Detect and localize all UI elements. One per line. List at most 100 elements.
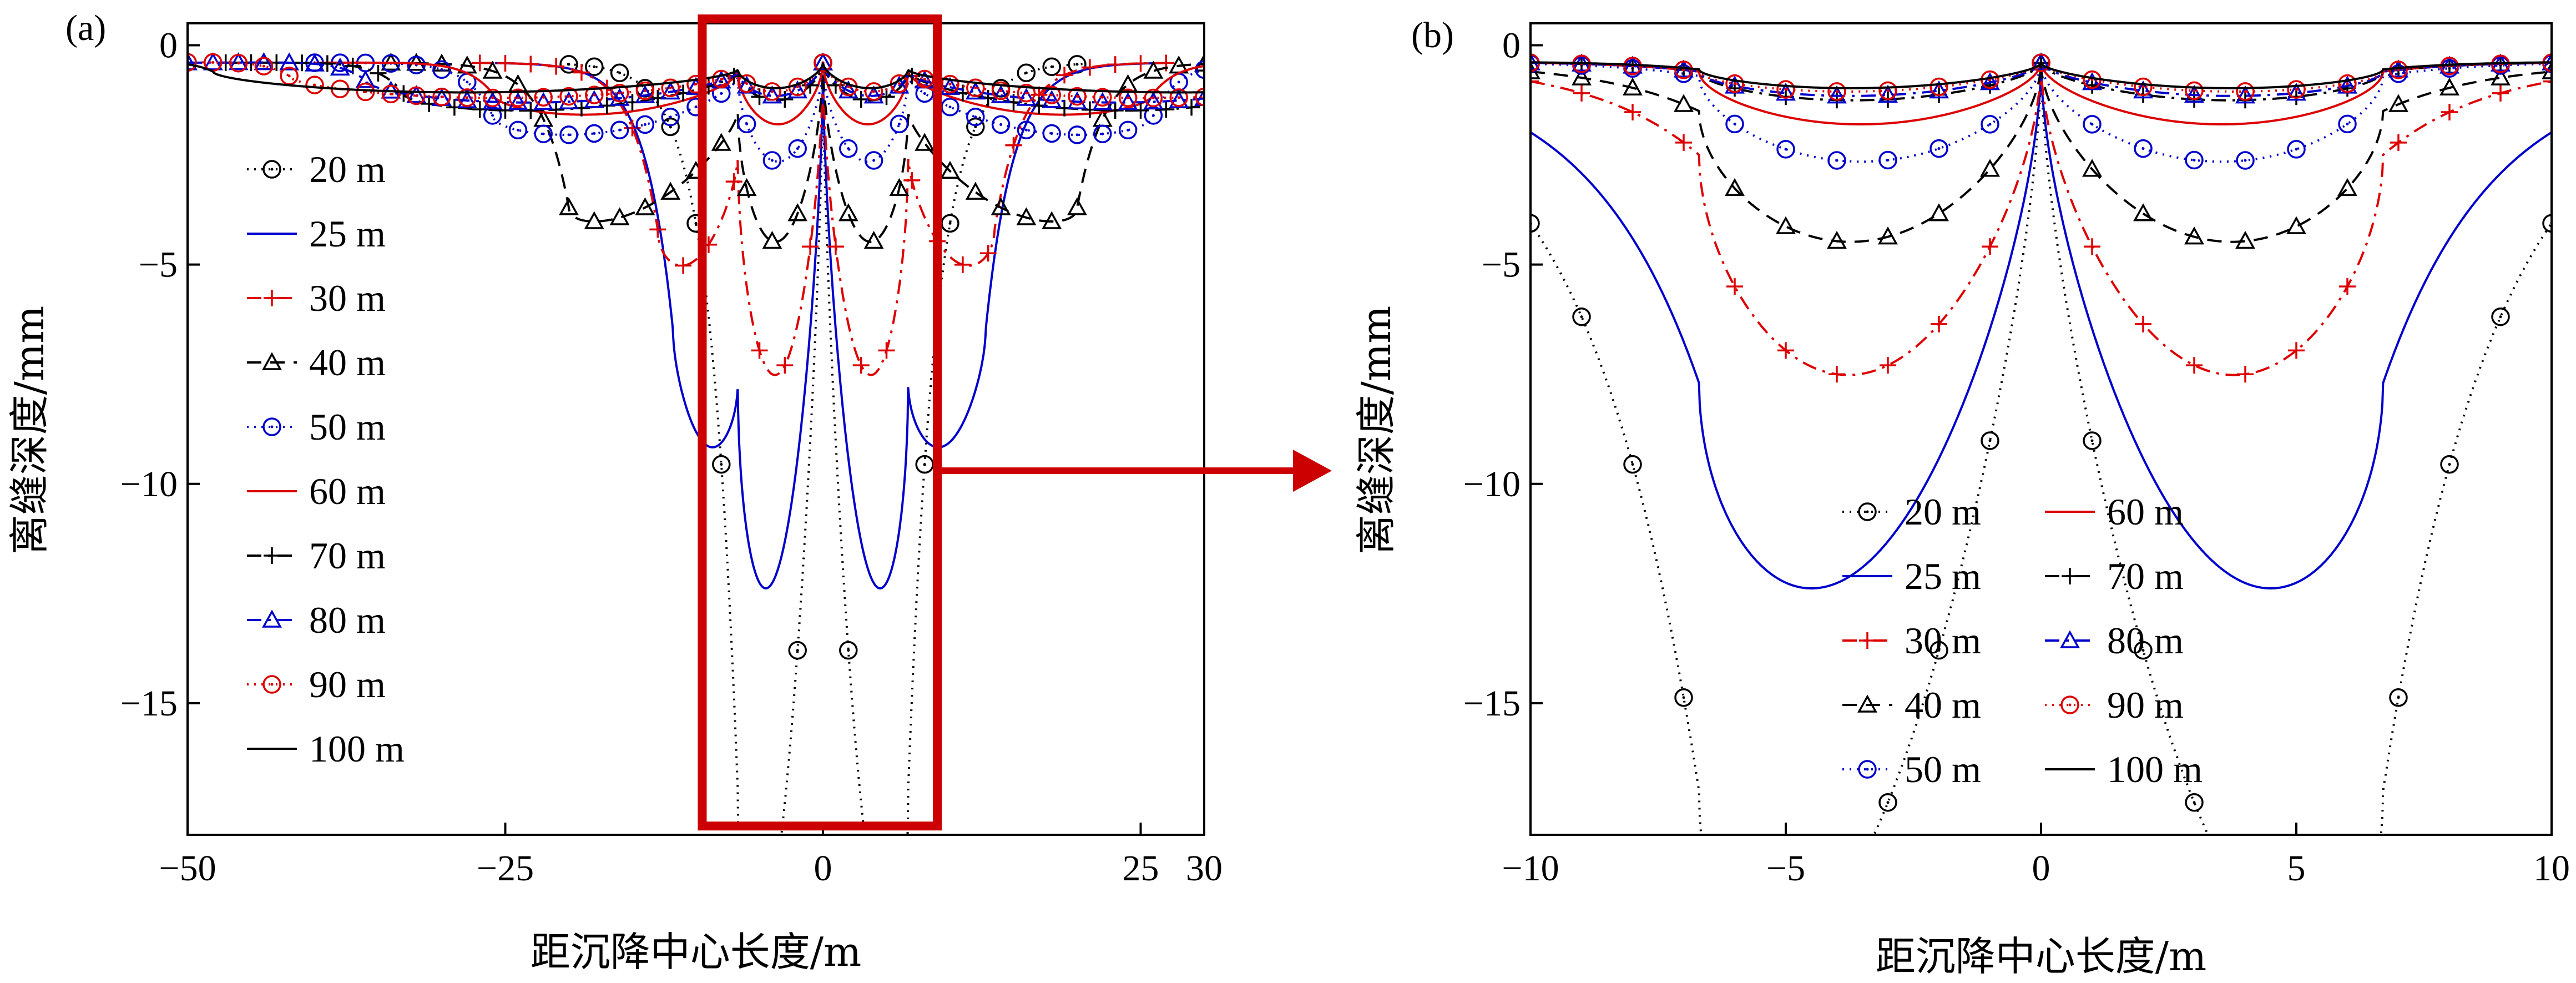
marker-50m-22 <box>864 151 883 170</box>
legend-swatch-marker <box>2062 568 2078 584</box>
marker-70m-35 <box>1107 102 1124 119</box>
marker-50m-15-dot <box>2295 148 2298 151</box>
marker-40m-30 <box>1143 61 1164 79</box>
marker-20m-0-dot <box>567 63 570 66</box>
marker-30m-3 <box>1675 134 1692 151</box>
marker-20m-7 <box>1878 793 1897 812</box>
legend-entry-100m: 100 m <box>247 728 405 770</box>
marker-20m-12-dot <box>872 902 875 905</box>
marker-50m-22-dot <box>872 159 876 162</box>
marker-50m-21-dot <box>847 147 850 150</box>
marker-80m-24 <box>787 80 808 99</box>
series-line-60m <box>315 61 1204 125</box>
marker-20m-9 <box>1981 431 1999 450</box>
legend-label: 100 m <box>2107 748 2203 790</box>
marker-90m-13-dot <box>516 96 519 99</box>
marker-40m-10 <box>635 197 655 215</box>
marker-90m-34 <box>1042 85 1061 104</box>
marker-50m-26 <box>966 107 985 127</box>
marker-50m-15 <box>2287 140 2306 159</box>
marker-40m-21 <box>915 133 935 151</box>
marker-20m-8 <box>764 895 780 912</box>
marker-90m-3 <box>1674 61 1693 79</box>
marker-30m-6 <box>1829 366 1845 383</box>
marker-80m-17 <box>609 88 630 106</box>
marker-30m-20 <box>979 245 997 262</box>
marker-50m-35 <box>1195 60 1204 79</box>
marker-20m-1 <box>585 57 604 77</box>
marker-20m-3 <box>1674 688 1693 707</box>
legend-swatch-marker <box>262 352 282 370</box>
legend-swatch-marker <box>1858 760 1877 779</box>
marker-90m-13-dot <box>2193 89 2196 92</box>
marker-90m-4 <box>1725 74 1744 93</box>
marker-80m-39 <box>1169 90 1189 108</box>
legend-a: 20 m 25 m 30 m 40 m 50 m 60 m 70 m 80 m 90 m 100 … <box>247 148 405 770</box>
x-tick-label-1: −25 <box>477 848 534 889</box>
marker-50m-7-dot <box>491 114 494 117</box>
y-tick-label-2: −10 <box>120 464 178 505</box>
marker-30m-0 <box>1531 73 1539 90</box>
legend-entry-25m: 25 m <box>247 213 386 255</box>
marker-90m-14 <box>534 88 553 107</box>
marker-30m-21 <box>1005 137 1022 154</box>
marker-40m-17 <box>2388 94 2408 112</box>
marker-50m-6-dot <box>1835 159 1838 162</box>
marker-90m-31-dot <box>974 86 977 89</box>
marker-90m-40 <box>1195 87 1204 107</box>
marker-80m-19 <box>660 81 681 100</box>
marker-50m-12 <box>610 120 629 140</box>
marker-20m-9-dot <box>1988 439 1992 442</box>
marker-90m-17-dot <box>2397 68 2400 72</box>
marker-50m-29-dot <box>1050 132 1053 135</box>
marker-90m-14-dot <box>542 95 545 99</box>
marker-90m-8 <box>1930 77 1948 97</box>
series-40m <box>1531 52 2552 249</box>
marker-90m-21-dot <box>720 77 723 80</box>
marker-30m-4 <box>1726 278 1743 295</box>
marker-20m-19 <box>2491 307 2510 326</box>
marker-50m-12 <box>2134 139 2153 158</box>
marker-20m-14-dot <box>2244 902 2247 905</box>
marker-50m-33-dot <box>1151 114 1155 117</box>
marker-80m-13 <box>508 92 528 110</box>
marker-90m-7 <box>356 82 375 102</box>
marker-30m-5 <box>1777 342 1794 359</box>
marker-70m-24 <box>827 77 844 94</box>
x-axis-title-b: 距沉降中心长度/m <box>1876 933 2207 980</box>
marker-30m-8 <box>1931 315 1947 332</box>
legend-swatch-marker-dot <box>270 683 274 686</box>
marker-20m-8-dot <box>1937 649 1941 652</box>
marker-50m-21 <box>839 139 858 158</box>
marker-40m-19 <box>2491 67 2511 85</box>
marker-80m-8 <box>1929 80 1949 99</box>
marker-90m-17 <box>610 83 629 103</box>
marker-30m-13 <box>802 238 819 255</box>
marker-40m-4 <box>1725 178 1745 196</box>
marker-80m-6 <box>1827 85 1847 104</box>
marker-90m-0 <box>188 53 197 72</box>
marker-20m-15-dot <box>948 221 952 225</box>
marker-90m-31 <box>966 78 985 98</box>
legend-label: 70 m <box>309 535 386 577</box>
marker-20m-4 <box>1726 930 1743 947</box>
marker-20m-5-dot <box>694 221 698 225</box>
marker-40m-22 <box>940 160 960 179</box>
legend-label: 20 m <box>1905 491 1981 533</box>
marker-70m-12 <box>522 102 539 119</box>
marker-90m-3-dot <box>1682 68 1685 72</box>
axis-ticks-a: −50 −25 0 25 30 0 −5 −10 −15 <box>120 26 1223 889</box>
marker-20m-13 <box>891 930 907 947</box>
marker-20m-14 <box>2237 895 2254 912</box>
marker-40m-14 <box>736 178 757 196</box>
marker-50m-24-dot <box>923 92 926 95</box>
marker-80m-9 <box>406 85 427 103</box>
marker-80m-14 <box>2235 85 2255 104</box>
marker-90m-15 <box>559 87 578 106</box>
marker-40m-15 <box>762 230 782 249</box>
marker-80m-12 <box>2133 80 2153 99</box>
marker-20m-1-dot <box>593 65 596 68</box>
marker-20m-11-dot <box>847 649 850 652</box>
marker-50m-5-dot <box>1784 148 1787 151</box>
legend-label: 90 m <box>2107 684 2184 726</box>
